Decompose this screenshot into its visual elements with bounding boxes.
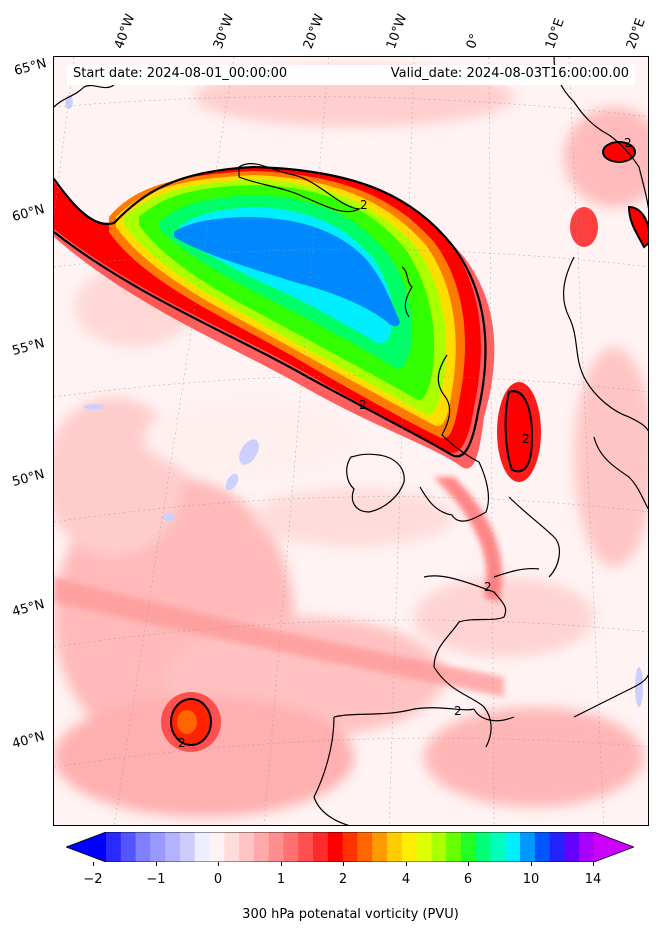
colorbar-segment	[475, 832, 491, 862]
pv-cutoff-low	[161, 692, 221, 752]
lon-label-20w: 20°W	[300, 12, 328, 51]
colorbar-segment	[209, 832, 225, 862]
colorbar-tickmark	[281, 862, 282, 866]
pv-negative-spots	[65, 95, 643, 707]
valid-date: Valid_date: 2024-08-03T16:00:00.00	[390, 66, 629, 81]
colorbar-segment	[431, 832, 447, 862]
contour-label: 2	[522, 432, 530, 446]
lon-label-40w: 40°W	[111, 12, 139, 51]
colorbar-segment	[224, 832, 240, 862]
contour-label: 2	[178, 736, 186, 750]
colorbar-segment	[520, 832, 536, 862]
colorbar-segment	[120, 832, 137, 862]
contour-label: 2	[484, 580, 492, 594]
colorbar-segment	[401, 832, 418, 862]
colorbar-segment	[135, 832, 151, 862]
colorbar-tick-label: −2	[83, 872, 103, 887]
pv-streamer-eastern	[434, 477, 502, 602]
colorbar-segment	[150, 832, 166, 862]
colorbar-tick-label: 0	[213, 872, 223, 887]
colorbar-tickmark	[593, 862, 594, 866]
colorbar-segment	[179, 832, 196, 862]
pv-eastern-anomaly	[497, 382, 541, 482]
colorbar-segment	[460, 832, 477, 862]
colorbar-segment	[357, 832, 373, 862]
coastlines	[54, 57, 648, 825]
colorbar-segment	[416, 832, 432, 862]
colorbar-segment	[446, 832, 462, 862]
lat-label-40n: 40°N	[10, 729, 47, 752]
lat-label-55n: 55°N	[10, 336, 47, 359]
contour-label: 2	[360, 198, 368, 212]
colorbar-segment	[342, 832, 358, 862]
colorbar-tickmark	[156, 862, 157, 866]
pv-trough	[54, 165, 495, 469]
colorbar-label: 300 hPa potenatal vorticity (PVU)	[242, 907, 459, 922]
graticule	[54, 57, 648, 825]
lon-label-10e: 10°E	[542, 16, 568, 51]
colorbar-tick-label: 10	[522, 872, 540, 887]
colorbar-segment	[313, 832, 329, 862]
colorbar-extend-max	[594, 832, 634, 862]
colorbar-tick-label: 4	[401, 872, 411, 887]
colorbar-tickmark	[531, 862, 532, 866]
colorbar-segment	[564, 832, 580, 862]
colorbar-segment	[239, 832, 255, 862]
colorbar-tick-label: 6	[463, 872, 473, 887]
colorbar-segment	[268, 832, 284, 862]
colorbar-segment	[165, 832, 181, 862]
colorbar-tickmark	[93, 862, 94, 866]
start-date: Start date: 2024-08-01_00:00:00	[73, 66, 288, 81]
colorbar-tickmark	[343, 862, 344, 866]
info-bar: Start date: 2024-08-01_00:00:00 Valid_da…	[67, 65, 635, 85]
colorbar-tick-label: −1	[146, 872, 166, 887]
colorbar-tickmark	[218, 862, 219, 866]
pv-streamer	[54, 577, 504, 697]
colorbar-segment	[534, 832, 551, 862]
lon-label-0: 0°	[463, 31, 484, 51]
colorbar-tickmark	[406, 862, 407, 866]
lon-label-20e: 20°E	[623, 16, 649, 51]
lon-label-30w: 30°W	[210, 12, 238, 51]
colorbar-segment	[490, 832, 506, 862]
lat-label-45n: 45°N	[10, 597, 47, 620]
contour-label: 2	[359, 398, 367, 412]
colorbar-extend-min	[66, 832, 106, 862]
lon-label-10w: 10°W	[383, 12, 411, 51]
colorbar-segment	[549, 832, 565, 862]
colorbar-segment	[253, 832, 270, 862]
lat-label-60n: 60°N	[10, 202, 47, 225]
colorbar	[66, 832, 634, 862]
colorbar-segment	[283, 832, 299, 862]
contour-label: 2	[454, 704, 462, 718]
colorbar-segment	[194, 832, 211, 862]
colorbar-tick-label: 1	[276, 872, 286, 887]
colorbar-tick-label: 14	[584, 872, 602, 887]
colorbar-segment	[505, 832, 521, 862]
colorbar-segment	[386, 832, 403, 862]
contour-labels: 2 2 2 2 2 2 2	[178, 136, 632, 750]
contour-label: 2	[624, 136, 632, 150]
lat-label-65n: 65°N	[12, 56, 49, 79]
pv-map: 2 2 2 2 2 2 2	[54, 57, 648, 825]
colorbar-segment	[106, 832, 122, 862]
colorbar-segment	[372, 832, 388, 862]
colorbar-tickmark	[468, 862, 469, 866]
map-panel: 2 2 2 2 2 2 2	[53, 56, 649, 826]
colorbar-tick-label: 2	[338, 872, 348, 887]
colorbar-segment	[327, 832, 344, 862]
colorbar-segment	[298, 832, 314, 862]
colorbar-segment	[579, 832, 595, 862]
lat-label-50n: 50°N	[10, 467, 47, 490]
